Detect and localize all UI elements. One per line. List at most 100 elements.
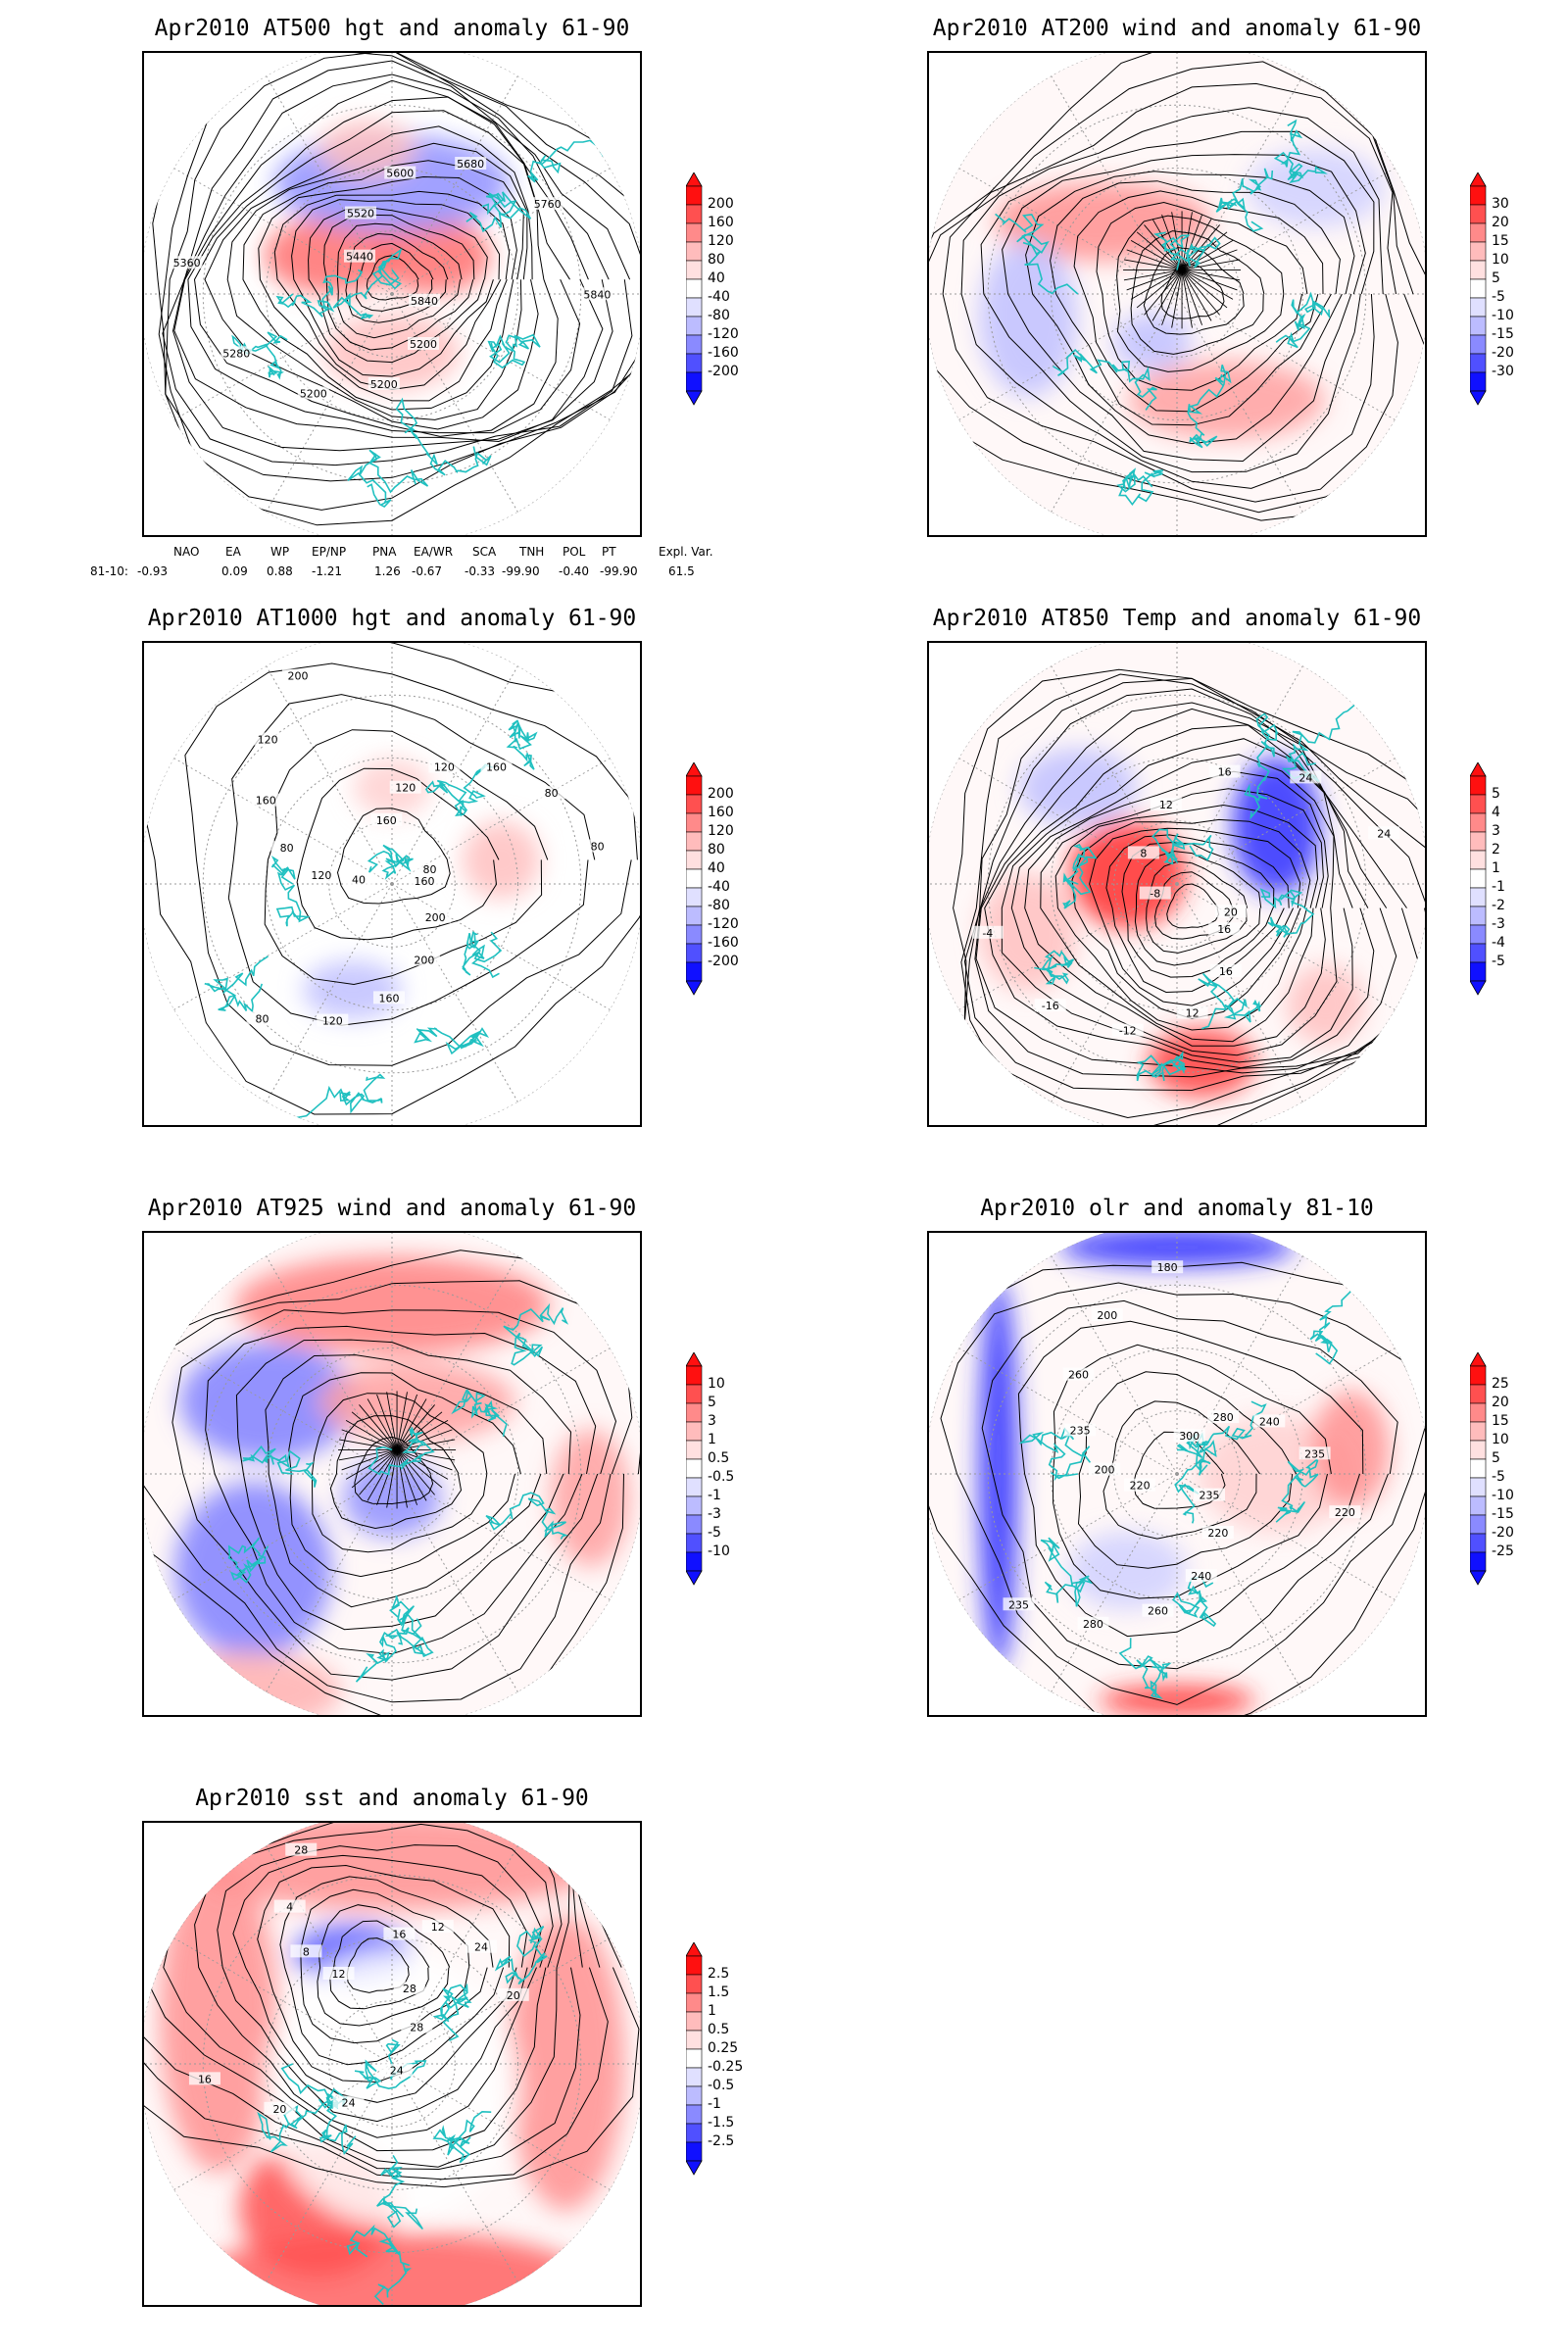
- contour-label-bg: [264, 2101, 296, 2115]
- colorbar-label: 15: [1492, 1413, 1509, 1429]
- colorbar-label: 40: [708, 860, 725, 876]
- contour-label: 120: [322, 1015, 343, 1028]
- contour-label-bg: [1208, 922, 1241, 936]
- colorbar-label: -0.25: [708, 2059, 744, 2075]
- contour-label-bg: [273, 1899, 306, 1913]
- contour-label-bg: [343, 249, 375, 263]
- colorbar-label: 30: [1492, 196, 1509, 212]
- contour-label: 5360: [173, 257, 201, 270]
- contour-label: 12: [431, 1921, 445, 1934]
- colorbar-label: 0.5: [708, 2022, 730, 2037]
- colorbar-label: -15: [1492, 326, 1514, 342]
- contour-label: 160: [486, 760, 507, 773]
- contour-label: 28: [410, 2022, 423, 2034]
- contour-label: 5840: [583, 288, 611, 301]
- contour-label-bg: [1139, 886, 1171, 900]
- contour-label-bg: [1003, 1597, 1035, 1611]
- colorbar-scale: [685, 1941, 703, 2176]
- contour-label: 300: [1179, 1430, 1200, 1443]
- contour-label: 16: [392, 1929, 406, 1941]
- colorbar-label: -25: [1492, 1544, 1514, 1559]
- contour-label-bg: [1214, 905, 1247, 918]
- anomaly-shading: [1286, 965, 1365, 1044]
- tele-value: 61.5: [668, 564, 695, 578]
- contour-label-bg: [246, 1011, 278, 1025]
- contour-label: 235: [1070, 1424, 1091, 1437]
- contour-label-bg: [455, 157, 487, 171]
- colorbar-label: -10: [708, 1544, 730, 1559]
- colorbar-label: -1: [708, 2096, 721, 2112]
- contour-label: 120: [434, 761, 455, 774]
- contour-label-bg: [428, 760, 461, 773]
- colorbar-label: -15: [1492, 1506, 1514, 1522]
- contour-label: 24: [1377, 827, 1391, 840]
- map-at500: 5840 5200 5200 5200 5280 5360 5440 5520 5600 5680…: [142, 51, 642, 537]
- contour-label-bg: [220, 346, 253, 360]
- contour-label: 280: [1213, 1411, 1234, 1424]
- contour-label: 160: [256, 795, 276, 808]
- contour-label-bg: [1209, 963, 1242, 977]
- contour-label-bg: [282, 668, 315, 682]
- colorbar-label: 2: [1492, 842, 1500, 858]
- colorbar-label: 25: [1492, 1376, 1509, 1392]
- anomaly-shading: [978, 1278, 1018, 1670]
- colorbar-label: 1: [1492, 860, 1500, 876]
- contour-label-bg: [368, 376, 400, 390]
- contour-label: 180: [1157, 1261, 1178, 1274]
- tele-value: 1.26: [374, 564, 401, 578]
- contour-label: 240: [1191, 1570, 1211, 1583]
- contour-label: 220: [1335, 1506, 1355, 1519]
- contour-label: 235: [1200, 1490, 1220, 1502]
- colorbar-label: -40: [708, 289, 730, 305]
- tele-header: EA/WR: [414, 545, 454, 559]
- contour-label-bg: [535, 786, 567, 800]
- contour-label: 5280: [222, 347, 250, 360]
- colorbar-label: -5: [708, 1525, 721, 1541]
- contour-label: 16: [1217, 923, 1231, 936]
- colorbar-label: 1.5: [708, 1984, 730, 2000]
- contour-label: -8: [1150, 888, 1160, 901]
- contour-label-bg: [408, 953, 440, 966]
- contour-label: 160: [378, 992, 399, 1004]
- contour-label-bg: [409, 873, 441, 887]
- contour-label-bg: [1185, 1569, 1217, 1583]
- contour-label: -12: [1119, 1025, 1137, 1038]
- anomaly-shading: [303, 960, 402, 1020]
- tele-value: -99.90: [600, 564, 638, 578]
- contour-label: 220: [1207, 1527, 1228, 1540]
- contour-label-bg: [1194, 1488, 1226, 1501]
- contour-label-bg: [250, 793, 282, 807]
- colorbar-label: 1: [708, 1432, 716, 1447]
- contour-label-bg: [1077, 1616, 1109, 1630]
- colorbar-label: -160: [708, 345, 739, 361]
- contour-label: 235: [1304, 1447, 1325, 1460]
- contour-label: 120: [395, 782, 416, 795]
- contour-label: 200: [1095, 1464, 1115, 1477]
- panel-title: Apr2010 AT200 wind and anomaly 61-90: [932, 16, 1422, 41]
- contour-label-bg: [305, 868, 337, 882]
- contour-label-bg: [1034, 999, 1066, 1012]
- colorbar-label: -30: [1492, 364, 1514, 379]
- contour-label: 12: [1159, 799, 1173, 811]
- contour-label-bg: [1298, 1446, 1331, 1460]
- tele-header: NAO: [173, 545, 200, 559]
- colorbar-label: 200: [708, 196, 734, 212]
- colorbar-label: -0.5: [708, 2078, 735, 2093]
- colorbar-label: 160: [708, 805, 734, 820]
- colorbar-label: 15: [1492, 233, 1509, 249]
- contour-label: -4: [982, 927, 993, 940]
- colorbar-label: -1: [1492, 879, 1505, 895]
- tele-header: WP: [270, 545, 290, 559]
- contour-label: 200: [1097, 1309, 1117, 1322]
- anomaly-shading: [507, 1917, 625, 2211]
- colorbar-label: -3: [1492, 916, 1505, 932]
- colorbar-label: 3: [708, 1413, 716, 1429]
- contour-label-bg: [1207, 1410, 1240, 1424]
- tele-value: 0.09: [221, 564, 248, 578]
- colorbar-label: 20: [1492, 215, 1509, 230]
- colorbar-scale: [685, 761, 703, 996]
- contour-label-bg: [480, 760, 513, 773]
- contour-label: 80: [423, 863, 437, 876]
- contour-label: 260: [1068, 1369, 1089, 1382]
- colorbar-label: 10: [1492, 252, 1509, 268]
